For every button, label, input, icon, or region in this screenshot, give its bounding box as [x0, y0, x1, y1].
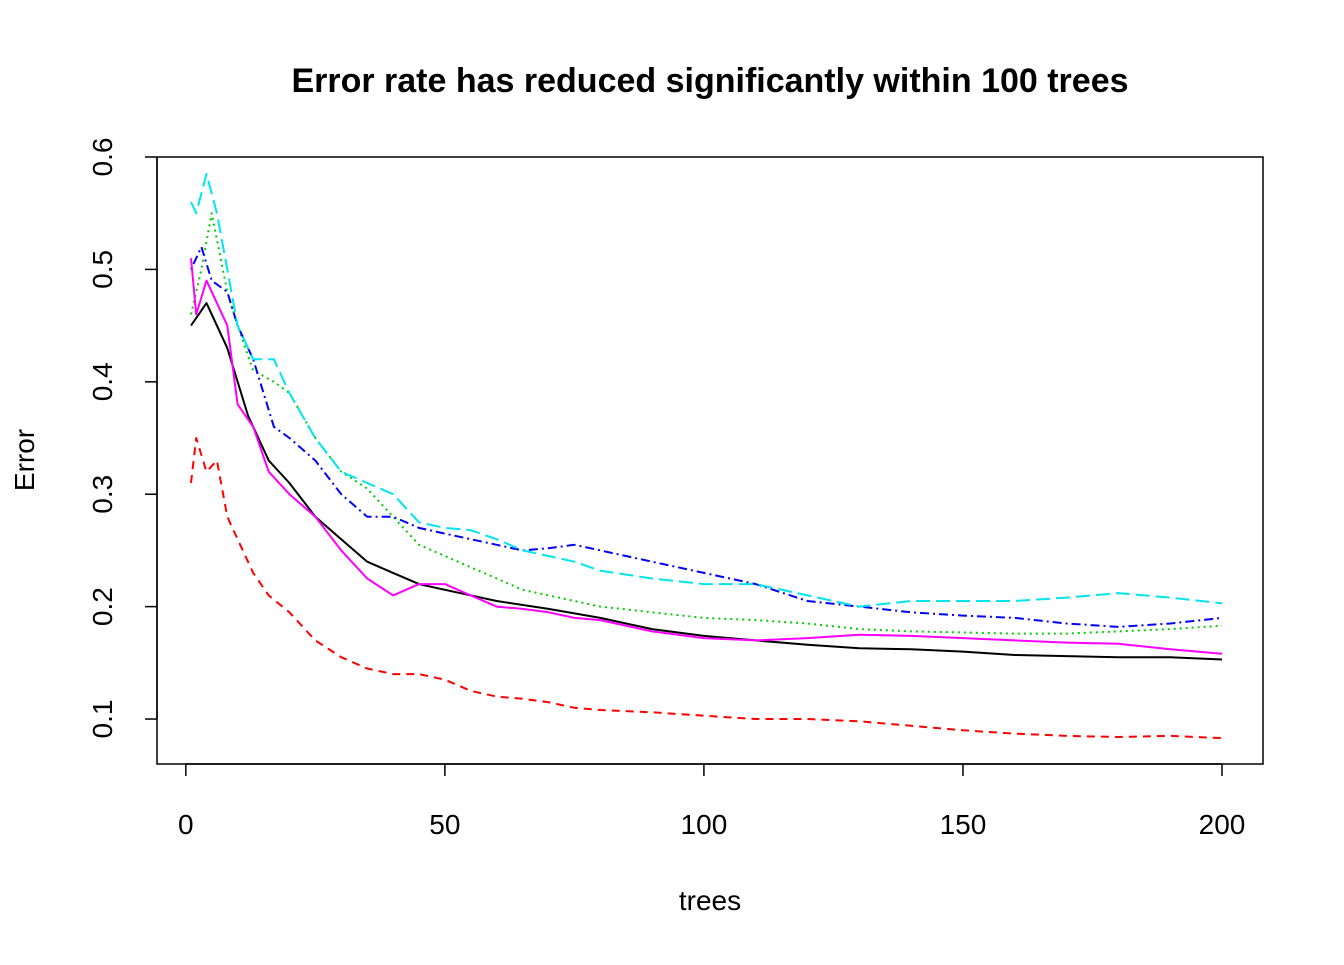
x-tick-label: 200 [1199, 809, 1246, 840]
y-tick-label: 0.3 [87, 475, 118, 514]
series-line-5 [190, 172, 1223, 608]
series-line-6 [190, 258, 1223, 655]
x-tick-label: 0 [178, 809, 194, 840]
chart-title: Error rate has reduced significantly wit… [291, 62, 1128, 100]
series-lines [190, 172, 1223, 740]
y-axis-label: Error [9, 429, 40, 491]
x-axis-label: trees [679, 885, 741, 916]
axes: 0 50 100 150 200 0.1 0.2 0.3 0.4 0.5 0.6 [87, 138, 1245, 840]
x-tick-label: 100 [681, 809, 728, 840]
series-line-2 [190, 437, 1223, 740]
series-line-1 [190, 302, 1223, 661]
y-tick-label: 0.5 [87, 250, 118, 289]
y-tick-label: 0.6 [87, 138, 118, 177]
y-tick-label: 0.4 [87, 362, 118, 401]
plot-frame [156, 156, 1264, 765]
y-tick-label: 0.1 [87, 700, 118, 739]
x-tick-label: 50 [429, 809, 460, 840]
series-line-4 [190, 245, 1223, 628]
y-tick-label: 0.2 [87, 587, 118, 626]
x-tick-label: 150 [940, 809, 987, 840]
series-line-3 [190, 212, 1223, 635]
